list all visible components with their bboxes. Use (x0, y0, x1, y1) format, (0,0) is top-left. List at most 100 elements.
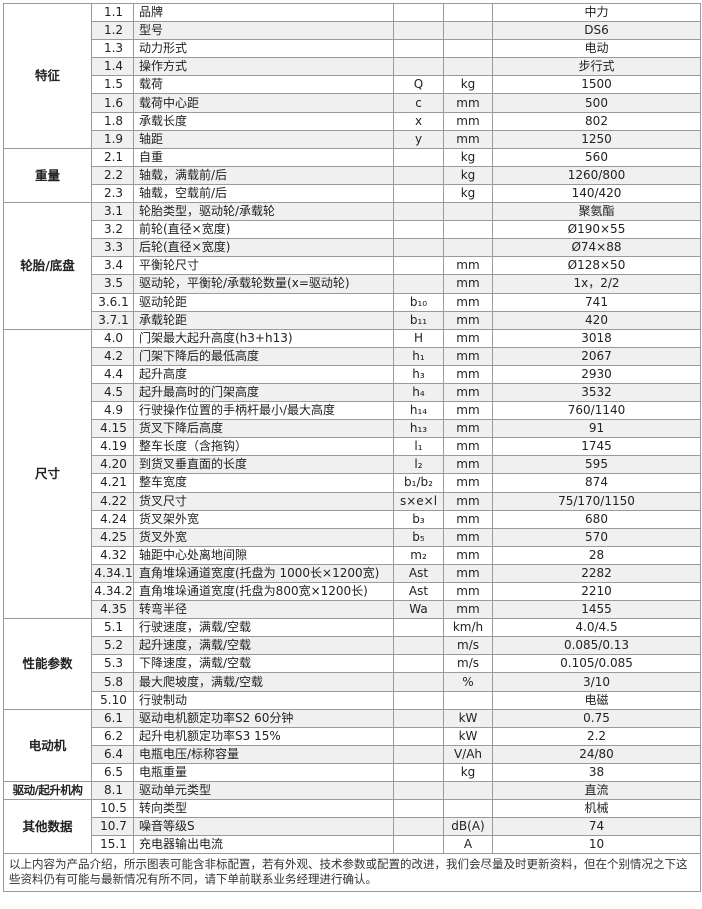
item-symbol: b₁/b₂ (393, 473, 444, 493)
item-symbol: b₁₀ (393, 292, 444, 312)
item-symbol (393, 147, 444, 167)
item-symbol: h₄ (393, 382, 444, 403)
item-symbol: H (393, 328, 444, 348)
spec-row: 6.5 电瓶重量 kg 38 (4, 762, 701, 783)
spec-row: 3.5 驱动轮，平衡轮/承载轮数量(x=驱动轮) mm 1x，2/2 (4, 274, 701, 294)
item-symbol (393, 2, 444, 23)
group-label: 其他数据 (3, 799, 92, 855)
item-symbol: l₂ (393, 455, 444, 475)
item-unit (443, 57, 493, 77)
item-description: 电瓶电压/标称容量 (133, 744, 394, 764)
item-value: 电磁 (492, 690, 701, 710)
item-unit: mm (443, 563, 493, 584)
spec-row: 4.25 货叉外宽 b₅ mm 570 (4, 527, 701, 547)
item-value: 中力 (492, 2, 701, 23)
item-number: 4.35 (91, 600, 134, 620)
item-number: 5.10 (91, 690, 134, 710)
item-value: 760/1140 (492, 401, 701, 421)
item-value: 机械 (492, 799, 701, 819)
item-value: DS6 (492, 21, 701, 41)
item-symbol: x (393, 111, 444, 131)
item-description: 自重 (133, 147, 394, 167)
item-description: 起升高度 (133, 364, 394, 384)
item-symbol (393, 238, 444, 258)
item-symbol: h₁₄ (393, 401, 444, 421)
item-symbol (393, 202, 444, 222)
item-description: 行驶操作位置的手柄杆最小/最大高度 (133, 401, 394, 421)
spec-row: 3.3 后轮(直径×宽度) Ø74×88 (4, 238, 701, 258)
item-description: 转向类型 (133, 799, 394, 819)
item-unit: % (443, 672, 493, 692)
item-symbol (393, 726, 444, 746)
item-number: 6.5 (91, 762, 134, 783)
item-number: 4.4 (91, 364, 134, 384)
item-number: 6.4 (91, 744, 134, 764)
item-description: 到货叉垂直面的长度 (133, 455, 394, 475)
group-label: 尺寸 (3, 328, 92, 620)
item-value: 874 (492, 473, 701, 493)
item-description: 平衡轮尺寸 (133, 256, 394, 276)
item-description: 轮胎类型，驱动轮/承载轮 (133, 202, 394, 222)
group-label: 轮胎/底盘 (3, 202, 92, 330)
item-unit: mm (443, 256, 493, 276)
item-unit: kg (443, 165, 493, 185)
item-unit: kg (443, 762, 493, 783)
group-label: 驱动/起升机构 (3, 781, 92, 801)
item-description: 电瓶重量 (133, 762, 394, 783)
item-symbol (393, 274, 444, 294)
item-number: 10.7 (91, 817, 134, 837)
spec-row: 性能参数 5.1 行驶速度，满载/空载 km/h 4.0/4.5 (3, 618, 701, 710)
item-value: 595 (492, 455, 701, 475)
item-number: 4.0 (91, 328, 134, 348)
item-symbol (393, 183, 444, 204)
item-value: 74 (492, 817, 701, 837)
item-number: 8.1 (91, 781, 134, 801)
item-number: 6.1 (91, 708, 134, 728)
item-symbol: b₅ (393, 527, 444, 547)
item-symbol: m₂ (393, 545, 444, 565)
item-unit (443, 690, 493, 710)
item-number: 4.34.2 (91, 581, 134, 602)
item-unit: mm (443, 111, 493, 131)
group-label: 重量 (3, 147, 92, 204)
item-description: 操作方式 (133, 57, 394, 77)
item-symbol (393, 57, 444, 77)
spec-row: 1.2 型号 DS6 (4, 21, 701, 41)
item-unit: mm (443, 419, 493, 439)
item-symbol: c (393, 93, 444, 113)
item-number: 2.1 (91, 147, 134, 167)
item-symbol (393, 21, 444, 41)
item-symbol: Ast (393, 581, 444, 602)
item-number: 3.5 (91, 274, 134, 294)
spec-row: 1.4 操作方式 步行式 (4, 57, 701, 77)
spec-row: 4.34.2 直角堆垛通道宽度(托盘为800宽×1200长) Ast mm 2210 (4, 581, 701, 602)
item-symbol: b₁₁ (393, 310, 444, 330)
item-value: 1745 (492, 437, 701, 457)
spec-table: 特征 1.1 品牌 中力 1.2 型号 DS6 1.3 动力形式 电动 1.4 操作方式 步行式 1.5 载… (3, 2, 701, 855)
item-symbol (393, 654, 444, 674)
item-unit (443, 202, 493, 222)
item-unit: mm (443, 581, 493, 602)
item-number: 4.5 (91, 382, 134, 403)
item-symbol (393, 835, 444, 855)
item-value: 1x，2/2 (492, 274, 701, 294)
item-unit: mm (443, 93, 493, 113)
item-symbol (393, 762, 444, 783)
item-value: 4.0/4.5 (492, 618, 701, 638)
item-value: 91 (492, 419, 701, 439)
item-value: 560 (492, 147, 701, 167)
item-number: 1.5 (91, 75, 134, 95)
item-value: 140/420 (492, 183, 701, 204)
spec-row: 4.2 门架下降后的最低高度 h₁ mm 2067 (4, 346, 701, 366)
spec-row: 15.1 充电器输出电流 A 10 (4, 835, 701, 855)
item-value: 2210 (492, 581, 701, 602)
item-description: 下降速度，满载/空载 (133, 654, 394, 674)
item-value: 1260/800 (492, 165, 701, 185)
item-symbol: h₃ (393, 364, 444, 384)
group-label: 电动机 (3, 708, 92, 783)
item-number: 4.22 (91, 491, 134, 511)
item-value: 2067 (492, 346, 701, 366)
spec-row: 4.19 整车长度（含拖钩） l₁ mm 1745 (4, 437, 701, 457)
spec-row: 10.7 噪音等级S dB(A) 74 (4, 817, 701, 837)
